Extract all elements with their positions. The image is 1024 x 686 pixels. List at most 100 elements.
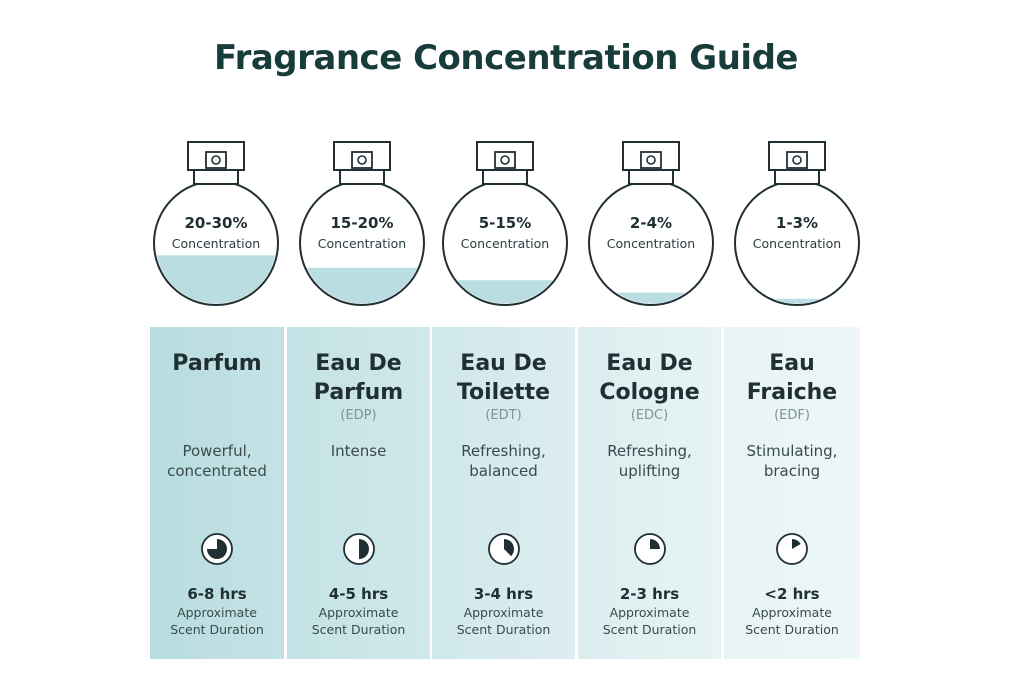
fragrance-type-name: Eau De Toilette [432,349,575,407]
bottle-liquid [590,292,712,304]
type-description: Intense [287,441,430,461]
type-description: Stimulating, bracing [724,441,860,481]
clock-duration-wedge [792,539,801,549]
type-description: Powerful, concentrated [150,441,284,481]
nozzle-hole-icon [357,155,367,165]
fragrance-type-column: Eau De Cologne (EDC) Refreshing, uplifting 2-… [578,327,721,659]
fragrance-type-name: Eau De Cologne [578,349,721,407]
nozzle-hole-icon [646,155,656,165]
scent-duration-label: Approximate Scent Duration [150,604,284,638]
type-name-line1: Eau De [315,351,402,376]
bottle-neck [482,169,528,185]
type-description: Refreshing, uplifting [578,441,721,481]
bottle-3 [442,141,568,306]
scent-duration-hours: 4-5 hrs [328,585,389,603]
approx-line1: Approximate [752,605,832,620]
concentration-percent: 5-15% [478,214,532,232]
concentration-percent: 15-20% [330,214,394,232]
scent-duration-hours: <2 hrs [764,585,820,603]
approx-line1: Approximate [177,605,257,620]
description-line2: uplifting [618,462,681,480]
scent-duration-label: Approximate Scent Duration [432,604,575,638]
approx-line2: Scent Duration [170,622,264,637]
type-abbreviation: (EDP) [340,408,377,423]
type-name-line2: Toilette [456,380,551,405]
nozzle-hole-icon [792,155,802,165]
type-description: Refreshing, balanced [432,441,575,481]
bottles-illustration [153,141,860,306]
approx-line2: Scent Duration [456,622,551,637]
spray-nozzle [640,151,662,169]
concentration-label: Concentration [752,236,842,251]
description-line1: Refreshing, [607,442,692,460]
scent-duration-hours: 2-3 hrs [619,585,680,603]
concentration-label: Concentration [171,236,261,251]
concentration-label: Concentration [606,236,696,251]
page-title: Fragrance Concentration Guide [214,38,798,78]
fragrance-type-name: Eau De Parfum [287,349,430,407]
description-line1: Stimulating, [746,442,838,460]
scent-duration-hours: 3-4 hrs [473,585,534,603]
fragrance-type-name: Parfum [150,349,284,378]
approx-line1: Approximate [463,605,544,620]
fragrance-type-column: Eau De Toilette (EDT) Refreshing, balanced 3-… [432,327,575,659]
spray-nozzle [351,151,373,169]
bottle-5 [734,141,860,306]
concentration-label: Concentration [460,236,550,251]
type-name-line2: Parfum [313,380,404,405]
approx-line2: Scent Duration [311,622,406,637]
bottle-liquid [155,255,277,304]
approx-line1: Approximate [318,605,399,620]
approx-line2: Scent Duration [745,622,839,637]
concentration-label: Concentration [317,236,407,251]
scent-duration-hours: 6-8 hrs [187,585,247,603]
bottle-liquid [444,280,566,304]
clock-duration-wedge [503,539,514,557]
scent-duration-label: Approximate Scent Duration [287,604,430,638]
clock-icon [487,533,520,565]
type-name-line2: Cologne [599,380,700,405]
description-line2: balanced [469,462,538,480]
spray-nozzle [786,151,808,169]
nozzle-hole-icon [500,155,510,165]
approx-line2: Scent Duration [602,622,697,637]
concentration-percent: 1-3% [775,214,819,232]
clock-icon [342,533,375,565]
concentration-percent: 20-30% [184,214,248,232]
description-line1: Intense [330,442,387,460]
scent-duration-label: Approximate Scent Duration [578,604,721,638]
type-name-line1: Eau De [460,351,547,376]
description-line1: Powerful, [182,442,252,460]
spray-nozzle [205,151,227,169]
spray-nozzle [494,151,516,169]
clock-duration-wedge [207,539,227,559]
type-abbreviation: (EDT) [485,408,522,423]
fragrance-type-name: Eau Fraiche [724,349,860,407]
description-line2: concentrated [167,462,267,480]
bottle-1 [153,141,279,306]
concentration-percent: 2-4% [629,214,673,232]
clock-icon [633,533,666,565]
type-name-line1: Eau [769,351,815,376]
scent-duration-label: Approximate Scent Duration [724,604,860,638]
fragrance-type-column: Eau De Parfum (EDP) Intense 4-5 hrs Approxima… [287,327,430,659]
nozzle-hole-icon [211,155,221,165]
bottle-neck [193,169,239,185]
type-name-line2: Fraiche [746,380,838,405]
type-abbreviation: (EDC) [630,408,669,423]
bottle-liquid [736,298,858,304]
clock-duration-wedge [649,539,660,549]
description-line2: bracing [763,462,821,480]
type-name-line1: Parfum [172,351,262,376]
bottle-neck [628,169,674,185]
bottle-neck [774,169,820,185]
clock-duration-wedge [358,539,369,559]
type-abbreviation: (EDF) [774,408,810,423]
approx-line1: Approximate [609,605,690,620]
bottle-4 [588,141,714,306]
fragrance-type-column: Parfum Powerful, concentrated 6-8 hrs Approx… [150,327,284,659]
bottle-neck [339,169,385,185]
description-line1: Refreshing, [461,442,546,460]
fragrance-type-column: Eau Fraiche (EDF) Stimulating, bracing <2 hrs… [724,327,860,659]
clock-icon [776,533,808,565]
